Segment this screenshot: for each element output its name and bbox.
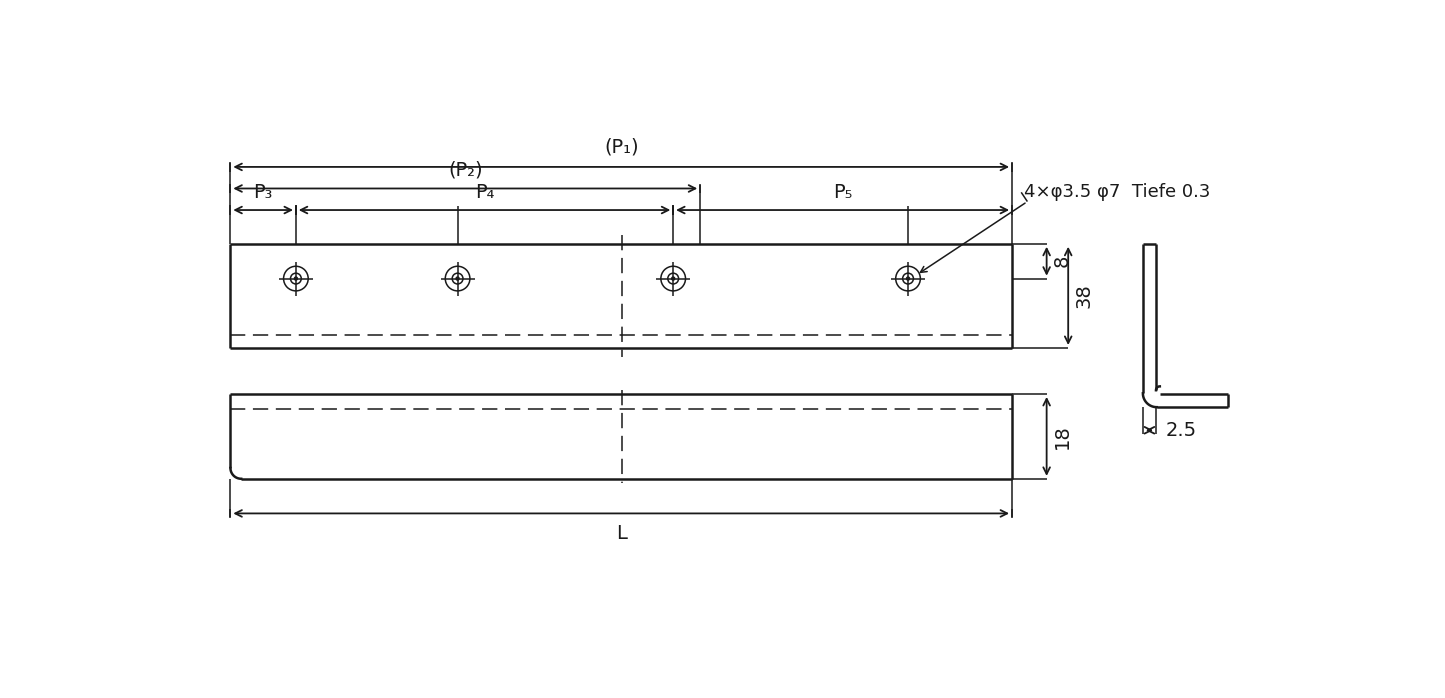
Text: L: L	[616, 524, 627, 543]
Text: P₃: P₃	[253, 184, 273, 202]
Text: 4×φ3.5 φ7  Tiefe 0.3: 4×φ3.5 φ7 Tiefe 0.3	[1023, 184, 1209, 201]
Text: (P₂): (P₂)	[448, 161, 483, 179]
Text: 38: 38	[1075, 283, 1094, 309]
Circle shape	[672, 277, 675, 280]
Text: 18: 18	[1053, 424, 1072, 449]
Circle shape	[906, 277, 909, 280]
Text: P₄: P₄	[475, 184, 494, 202]
Text: 8: 8	[1053, 255, 1072, 267]
Circle shape	[295, 277, 298, 280]
Text: P₅: P₅	[832, 184, 853, 202]
Circle shape	[457, 277, 460, 280]
Text: (P₁): (P₁)	[604, 137, 639, 156]
Text: 2.5: 2.5	[1165, 421, 1196, 440]
